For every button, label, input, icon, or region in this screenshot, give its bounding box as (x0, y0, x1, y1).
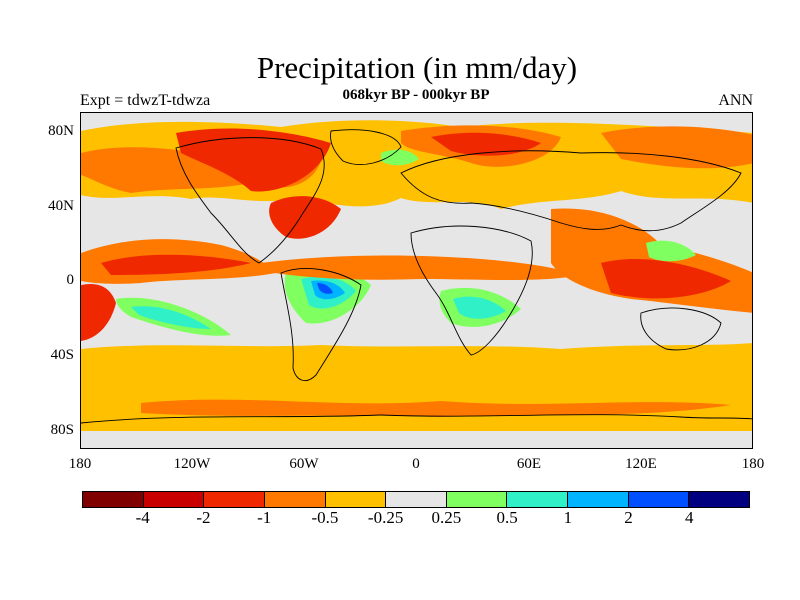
eurasia-coastline (400, 150, 742, 232)
colorbar-label: -0.5 (311, 508, 339, 527)
colorbar-label: -1 (257, 508, 272, 527)
colorbar-label: -2 (196, 508, 211, 527)
africa-coastline (410, 225, 533, 356)
south-america-coastline (280, 268, 362, 382)
colorbar-label: -4 (135, 508, 150, 527)
greenland-coastline (330, 129, 402, 165)
australia-coastline (640, 307, 722, 351)
colorbar-swatch-10 (689, 492, 750, 507)
colorbar-swatch-1 (143, 492, 205, 507)
colorbar-label: 1 (563, 508, 573, 527)
y-tick-80n: 80N (48, 123, 74, 139)
chart-title: Precipitation (in mm/day) (256, 50, 578, 85)
colorbar-swatch-5 (386, 492, 447, 507)
arctic-wetting-patch (381, 149, 419, 166)
colorbar (82, 491, 750, 508)
x-tick-120e: 120E (625, 456, 657, 472)
experiment-label: Expt = tdwzT-tdwza (80, 92, 211, 109)
amazon-max-wetting (317, 283, 333, 294)
tropical-pacific-core (101, 254, 251, 275)
antarctic-neutral (81, 431, 752, 448)
west-pacific-wetting (646, 240, 696, 262)
colorbar-swatch-4 (325, 492, 387, 507)
africa-wetting-core (453, 296, 506, 319)
tropical-atlantic-drying (261, 255, 581, 280)
colorbar-swatch-6 (446, 492, 508, 507)
precipitation-map (80, 112, 753, 449)
y-tick-0: 0 (66, 272, 75, 288)
maritime-continent-drying (601, 259, 731, 299)
colorbar-swatch-9 (628, 492, 690, 507)
antarctica-coastline (81, 414, 752, 424)
x-tick-180-left: 180 (68, 456, 92, 472)
south-pacific-wetting-core (131, 306, 211, 329)
chart-subtitle: 068kyr BP - 000kyr BP (342, 87, 490, 103)
colorbar-label: 0.25 (431, 508, 462, 527)
colorbar-swatch-3 (264, 492, 326, 507)
colorbar-swatch-8 (568, 492, 629, 507)
north-atlantic-drying (269, 196, 341, 239)
colorbar-swatch-0 (83, 492, 144, 507)
colorbar-swatch-7 (507, 492, 569, 507)
colorbar-label: 2 (624, 508, 633, 527)
colorbar-label: 0.5 (496, 508, 518, 527)
x-tick-0: 0 (412, 456, 420, 472)
colorbar-label: 4 (685, 508, 694, 527)
y-tick-40s: 40S (50, 347, 74, 363)
north-america-coastline (175, 137, 325, 264)
coastlines (81, 129, 752, 424)
north-drying-field (81, 120, 752, 209)
y-tick-80s: 80S (50, 422, 74, 438)
southern-ocean-drying-band (141, 399, 731, 417)
x-tick-60w: 60W (289, 456, 319, 472)
colorbar-swatch-2 (204, 492, 265, 507)
x-tick-180-right: 180 (741, 456, 765, 472)
x-tick-60e: 60E (516, 456, 542, 472)
southern-ocean-drying (81, 343, 752, 448)
season-label: ANN (718, 92, 753, 109)
x-tick-120w: 120W (173, 456, 211, 472)
colorbar-label: -0.25 (367, 508, 404, 527)
y-tick-40n: 40N (48, 198, 74, 214)
south-pacific-drying (81, 283, 116, 341)
